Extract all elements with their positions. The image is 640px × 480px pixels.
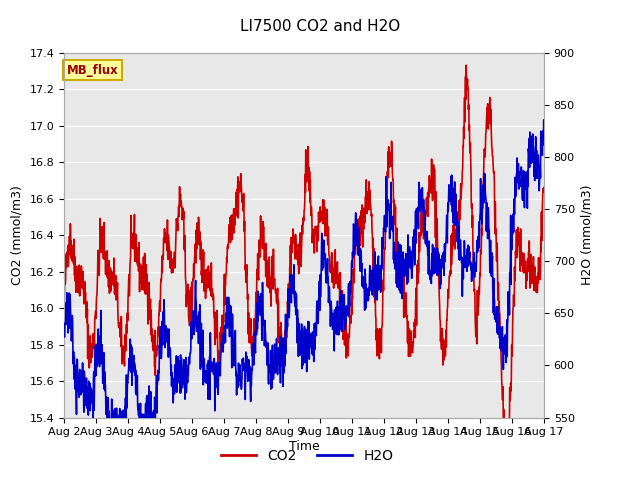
X-axis label: Time: Time (289, 440, 319, 453)
Legend: CO2, H2O: CO2, H2O (216, 443, 399, 468)
Y-axis label: CO2 (mmol/m3): CO2 (mmol/m3) (11, 185, 24, 285)
Text: LI7500 CO2 and H2O: LI7500 CO2 and H2O (240, 19, 400, 34)
Y-axis label: H2O (mmol/m3): H2O (mmol/m3) (580, 185, 593, 286)
Text: MB_flux: MB_flux (67, 64, 118, 77)
